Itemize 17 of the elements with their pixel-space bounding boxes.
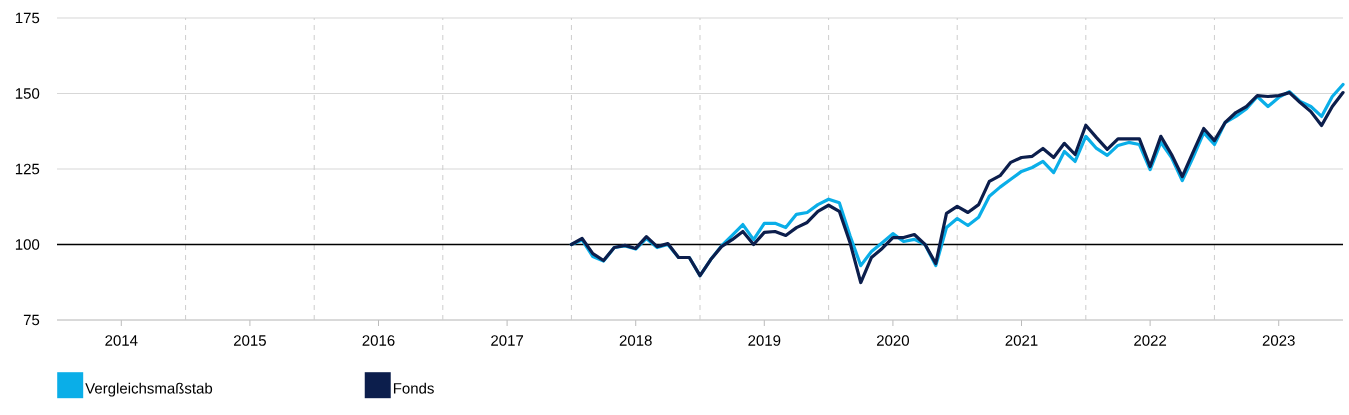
x-tick-label: 2021 xyxy=(1005,335,1038,346)
legend-label: Vergleichsmaßstab xyxy=(85,382,213,397)
x-tick-label: 2023 xyxy=(1262,335,1295,346)
x-tick-label: 2019 xyxy=(748,335,781,346)
x-tick-label: 2014 xyxy=(105,335,138,346)
x-tick-label: 2022 xyxy=(1134,335,1167,346)
x-tick-label: 2018 xyxy=(619,335,652,346)
y-tick-label: 150 xyxy=(15,88,40,99)
x-tick-label: 2020 xyxy=(876,335,909,346)
x-tick-label: 2015 xyxy=(233,335,266,346)
y-tick-label: 125 xyxy=(15,163,40,175)
legend-label: Fonds xyxy=(393,382,434,394)
y-tick-label: 175 xyxy=(15,12,40,24)
x-tick-label: 2016 xyxy=(362,335,395,346)
x-tick-label: 2017 xyxy=(491,335,524,346)
y-tick-label: 100 xyxy=(15,239,40,250)
y-tick-label: 75 xyxy=(23,314,40,326)
